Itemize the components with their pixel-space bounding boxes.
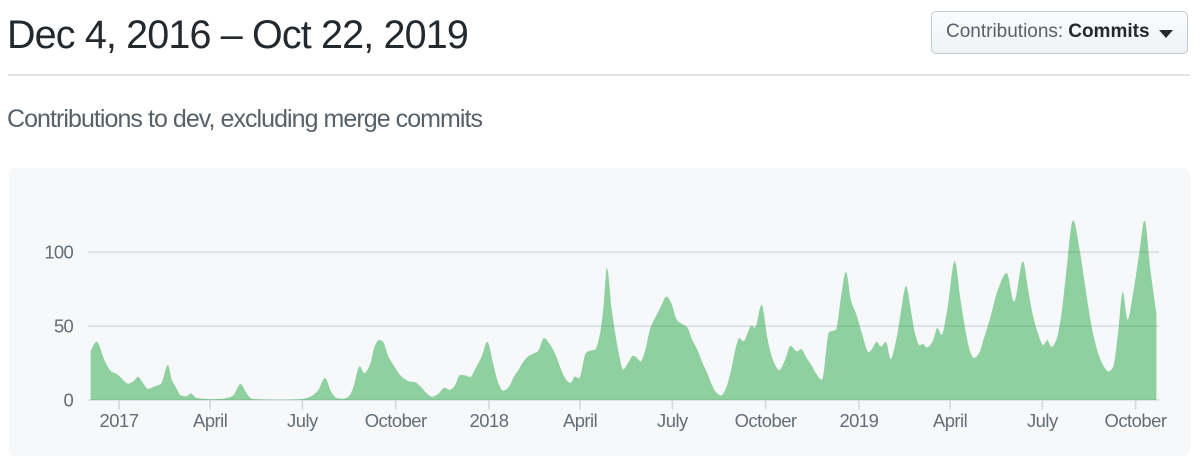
svg-text:50: 50 — [54, 316, 74, 337]
svg-text:October: October — [1105, 410, 1167, 431]
svg-text:July: July — [657, 410, 689, 431]
svg-text:April: April — [563, 410, 597, 431]
svg-text:2018: 2018 — [470, 410, 509, 431]
svg-text:October: October — [365, 410, 427, 431]
svg-text:July: July — [287, 410, 319, 431]
svg-text:October: October — [735, 410, 797, 431]
svg-text:0: 0 — [63, 390, 73, 411]
svg-text:July: July — [1027, 410, 1059, 431]
svg-text:2019: 2019 — [839, 410, 878, 431]
svg-text:April: April — [193, 410, 227, 431]
svg-text:2017: 2017 — [100, 410, 139, 431]
svg-text:100: 100 — [44, 242, 73, 263]
svg-text:April: April — [933, 410, 967, 431]
